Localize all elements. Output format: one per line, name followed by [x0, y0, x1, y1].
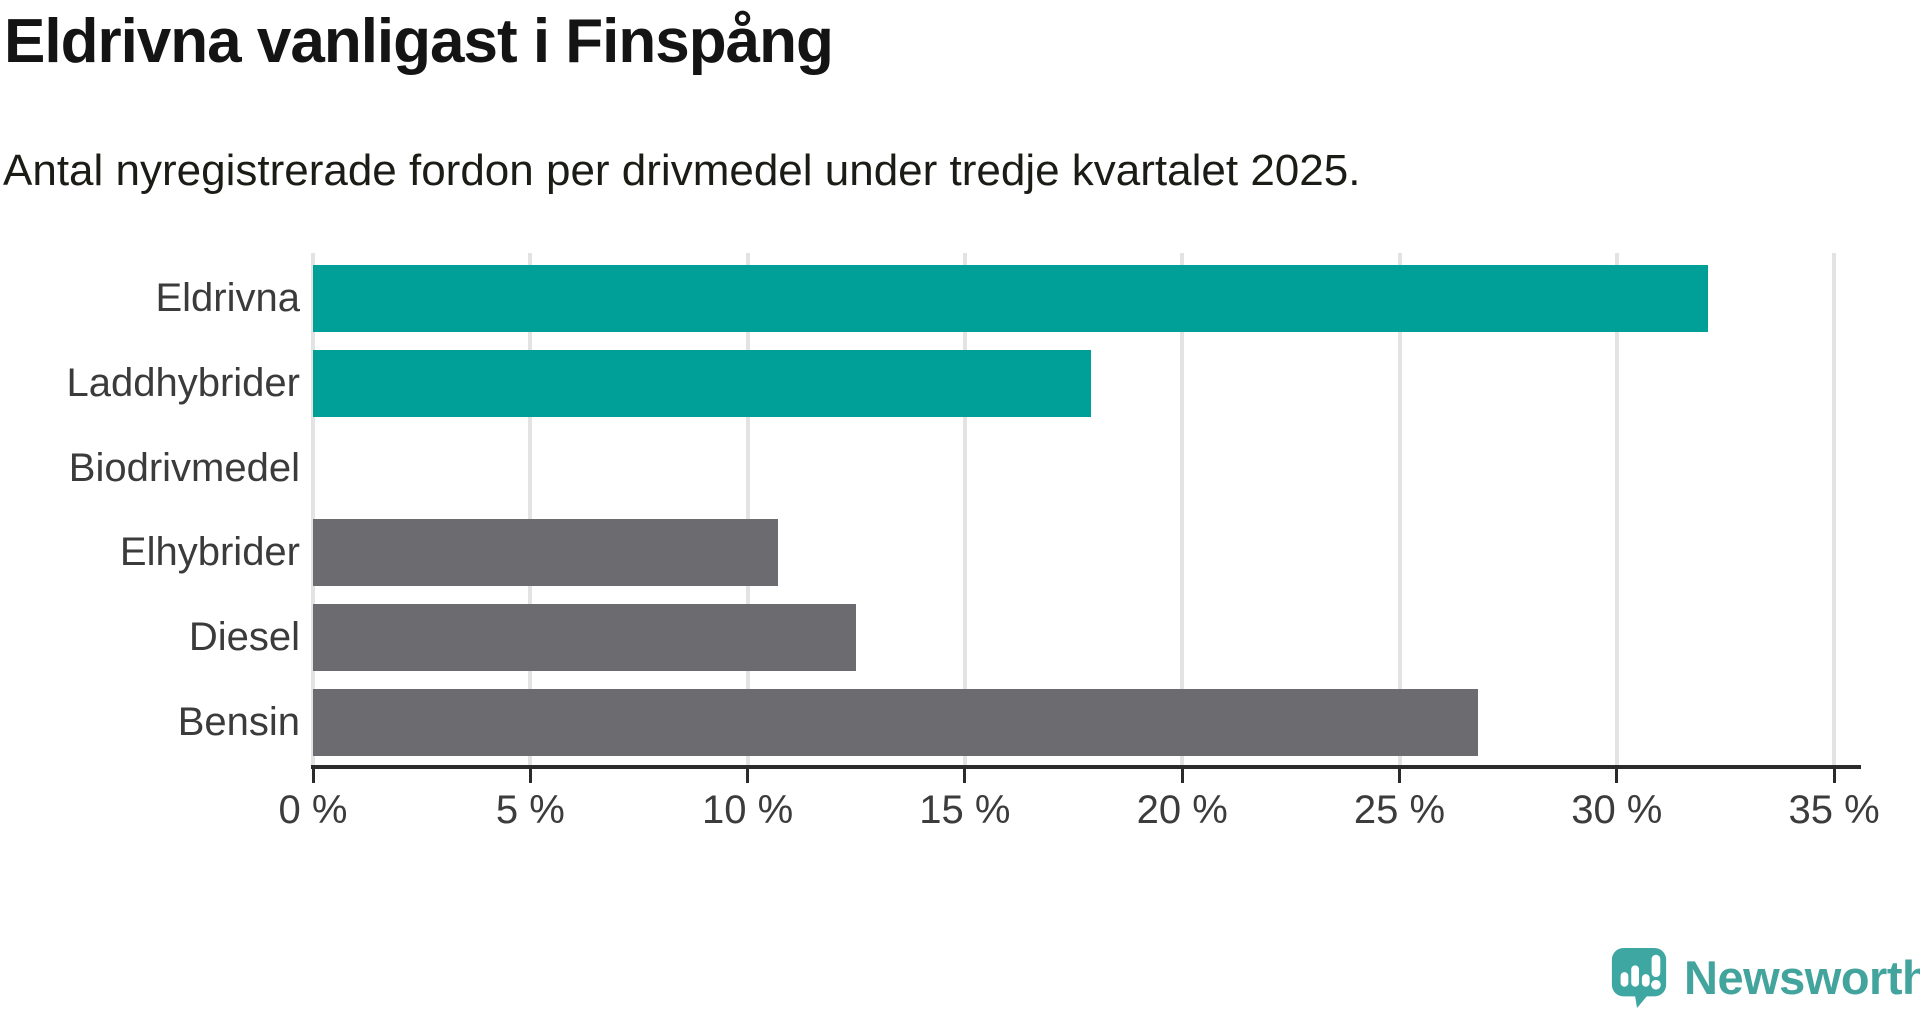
x-tick-label: 15 %	[919, 788, 1011, 832]
category-label: Laddhybrider	[66, 360, 301, 405]
axis-tick	[1180, 769, 1184, 783]
axis-tick	[311, 769, 315, 783]
axis-tick	[528, 769, 532, 783]
x-tick-label: 0 %	[278, 788, 348, 832]
gridline	[1614, 253, 1619, 766]
gridline	[528, 253, 533, 766]
category-label: Bensin	[177, 700, 300, 744]
axis-tick	[963, 769, 967, 783]
category-label: Biodrivmedel	[68, 445, 300, 490]
x-tick-label: 35 %	[1788, 788, 1880, 832]
gridline	[1832, 253, 1837, 766]
x-tick-label: 30 %	[1571, 788, 1663, 832]
axis-tick	[1832, 769, 1836, 783]
x-tick-label: 25 %	[1353, 788, 1446, 832]
brand-logo: Newsworthy	[1608, 946, 1920, 1008]
x-tick-label: 5 %	[495, 788, 565, 832]
axis-tick	[746, 769, 750, 783]
x-tick-label: 20 %	[1136, 788, 1228, 832]
chart-title: Eldrivna vanligast i Finspång	[4, 7, 834, 76]
axis-tick	[1615, 769, 1619, 783]
gridline	[311, 253, 315, 766]
axis-tick	[1398, 769, 1401, 783]
category-label: Diesel	[188, 615, 300, 660]
bar-laddhybrider	[313, 349, 1091, 417]
bar-bensin	[313, 689, 1478, 756]
x-tick-label: 10 %	[702, 788, 794, 832]
newsworthy-icon	[1611, 947, 1667, 1008]
gridline	[745, 253, 750, 766]
chart-subtitle: Antal nyregistrerade fordon per drivmede…	[3, 146, 1361, 195]
gridline	[1397, 253, 1402, 766]
bar-eldrivna	[313, 265, 1709, 332]
gridline	[962, 253, 967, 766]
gridline	[1180, 253, 1185, 766]
category-label: Eldrivna	[155, 276, 300, 320]
brand-name: Newsworthy	[1684, 950, 1920, 1004]
category-label: Elhybrider	[119, 530, 300, 575]
bar-elhybrider	[313, 519, 779, 587]
bar-diesel	[313, 604, 857, 672]
x-axis-line	[311, 765, 1861, 769]
